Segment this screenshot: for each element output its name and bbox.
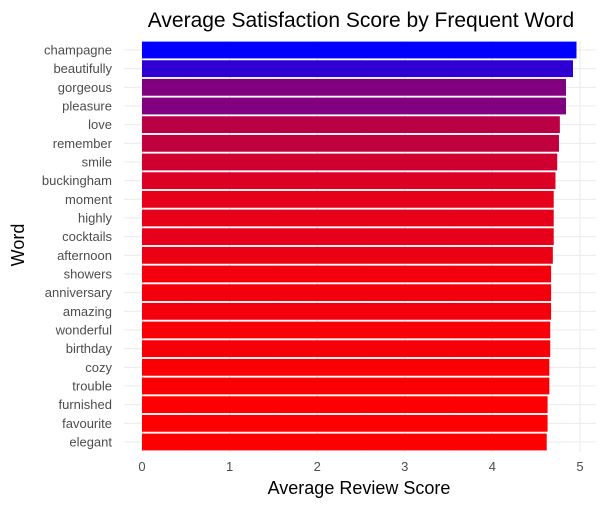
y-tick-label-cozy: cozy: [85, 360, 112, 375]
x-tick-label-2: 2: [314, 459, 321, 474]
y-tick-label-anniversary: anniversary: [45, 285, 113, 300]
bar-love: [142, 116, 560, 134]
bar-buckingham: [142, 172, 556, 190]
y-tick-label-gorgeous: gorgeous: [58, 80, 113, 95]
y-tick-label-pleasure: pleasure: [62, 99, 112, 114]
bar-moment: [142, 190, 554, 208]
y-tick-label-smile: smile: [82, 155, 112, 170]
x-tick-label-0: 0: [138, 459, 145, 474]
x-tick-label-5: 5: [576, 459, 583, 474]
y-tick-label-wonderful: wonderful: [55, 323, 112, 338]
y-tick-label-afternoon: afternoon: [57, 248, 112, 263]
bar-remember: [142, 134, 559, 152]
bar-wonderful: [142, 321, 551, 339]
bar-champagne: [142, 41, 577, 59]
bar-amazing: [142, 302, 552, 320]
bars: [142, 41, 577, 451]
y-tick-label-elegant: elegant: [69, 435, 112, 450]
bar-gorgeous: [142, 78, 566, 96]
bar-afternoon: [142, 246, 553, 264]
bar-smile: [142, 153, 558, 171]
bar-cozy: [142, 358, 550, 376]
chart-title: Average Satisfaction Score by Frequent W…: [148, 9, 574, 32]
y-tick-label-trouble: trouble: [72, 379, 112, 394]
x-tick-labels: 0 1 2 3 4 5: [138, 459, 583, 474]
x-tick-label-1: 1: [226, 459, 233, 474]
bar-birthday: [142, 340, 551, 358]
x-axis-title: Average Review Score: [268, 478, 451, 498]
bar-highly: [142, 209, 554, 227]
y-tick-label-champagne: champagne: [44, 43, 112, 58]
y-tick-label-moment: moment: [65, 192, 112, 207]
bar-showers: [142, 265, 552, 283]
y-tick-labels: champagne beautifully gorgeous pleasure love…: [42, 43, 113, 450]
y-tick-label-remember: remember: [53, 136, 113, 151]
y-tick-label-birthday: birthday: [66, 341, 113, 356]
y-tick-label-favourite: favourite: [62, 416, 112, 431]
bar-trouble: [142, 377, 550, 395]
y-tick-label-buckingham: buckingham: [42, 173, 112, 188]
y-tick-label-cocktails: cocktails: [62, 229, 112, 244]
x-tick-label-4: 4: [489, 459, 496, 474]
bar-favourite: [142, 414, 548, 432]
x-tick-label-3: 3: [401, 459, 408, 474]
bar-beautifully: [142, 60, 573, 78]
y-tick-label-showers: showers: [64, 267, 113, 282]
bar-cocktails: [142, 228, 554, 246]
bar-anniversary: [142, 284, 552, 302]
y-tick-label-highly: highly: [78, 211, 112, 226]
y-tick-label-furnished: furnished: [59, 397, 112, 412]
y-tick-label-amazing: amazing: [63, 304, 112, 319]
y-tick-label-love: love: [88, 117, 112, 132]
y-axis-title: Word: [8, 224, 28, 267]
bar-furnished: [142, 396, 548, 414]
bar-pleasure: [142, 97, 566, 115]
bar-elegant: [142, 433, 547, 451]
y-tick-label-beautifully: beautifully: [53, 61, 112, 76]
